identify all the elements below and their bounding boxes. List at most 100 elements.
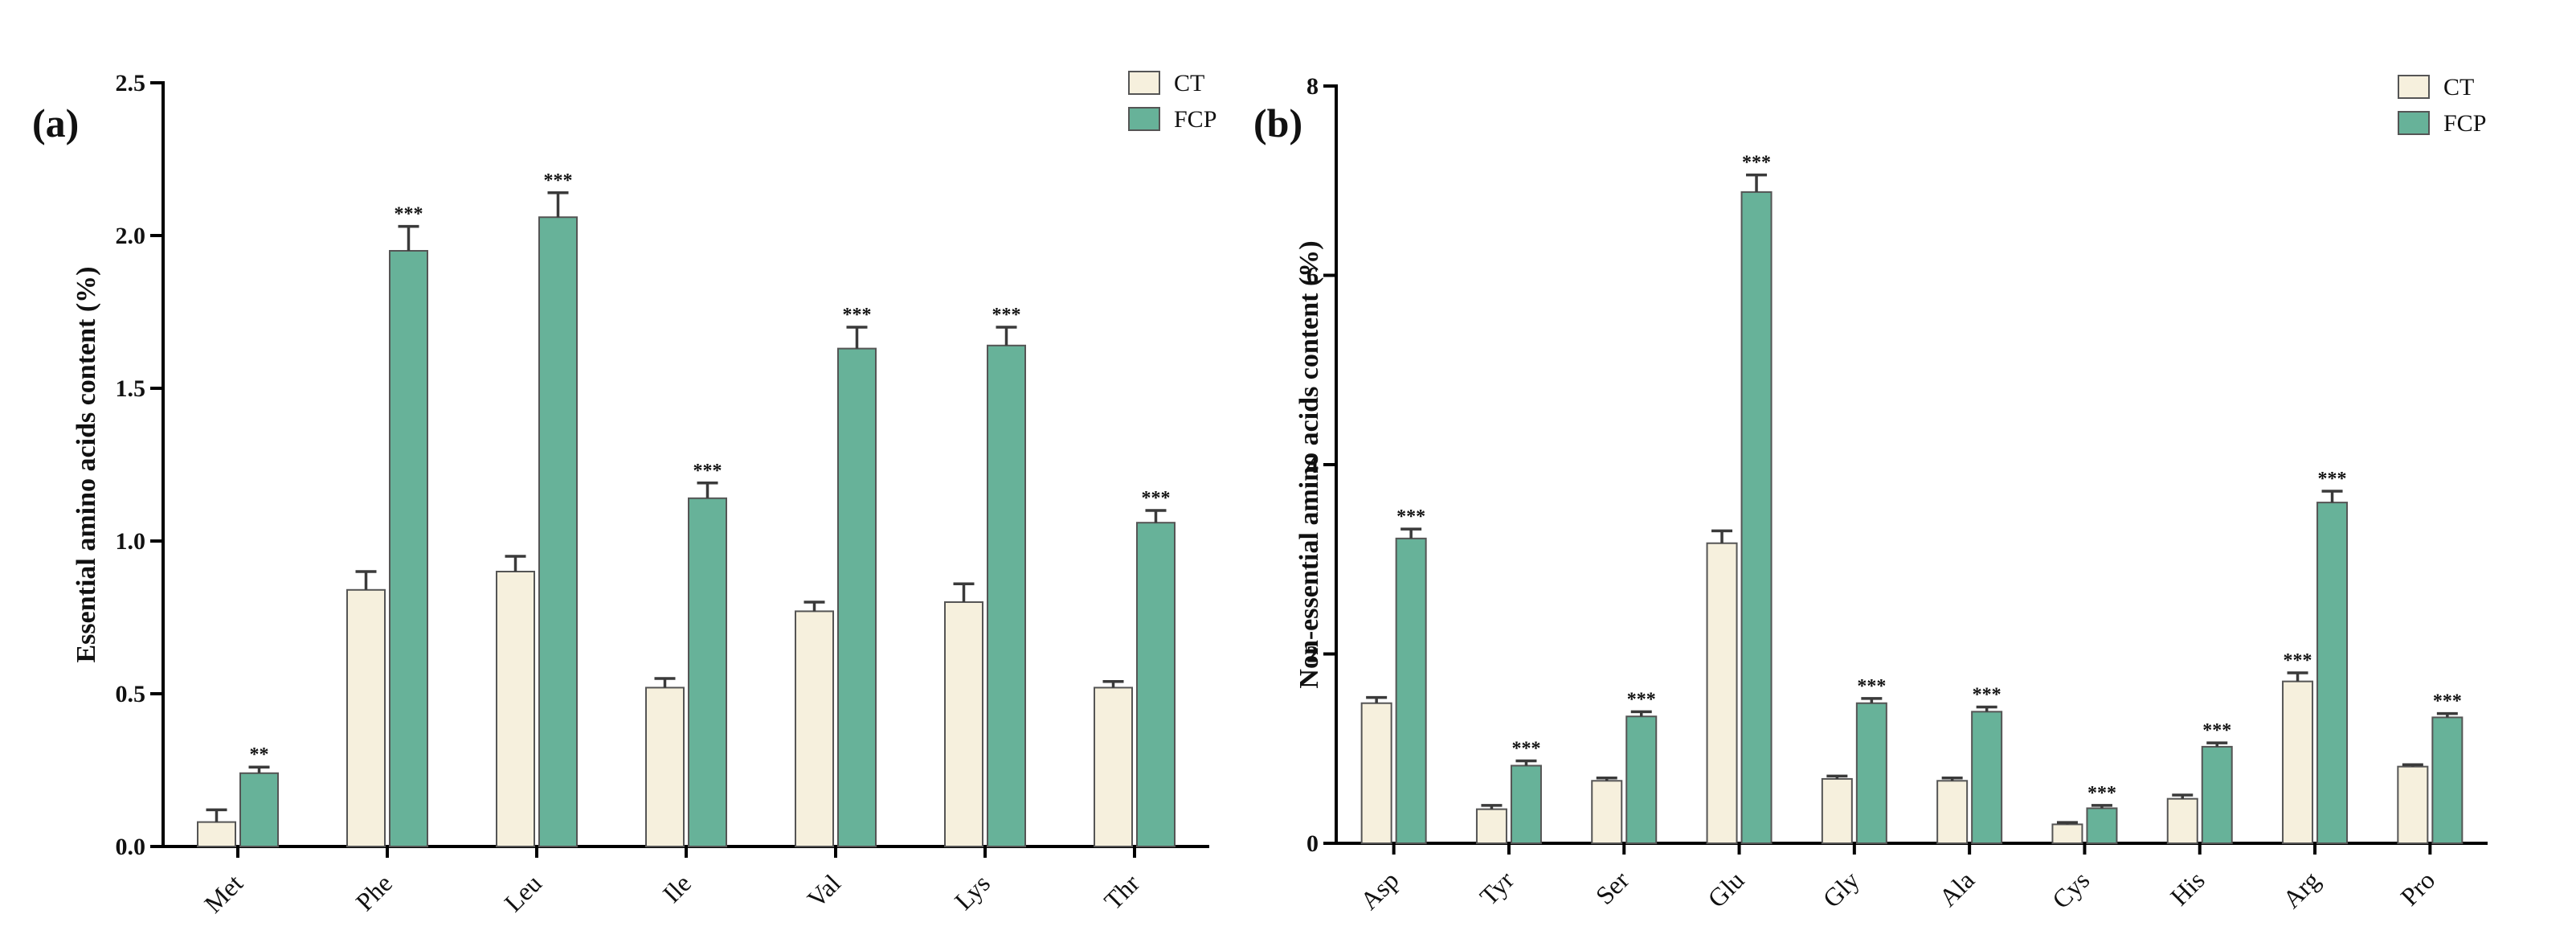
significance-marker: ***: [1142, 488, 1171, 509]
bar-fcp-ala: [1971, 711, 2003, 845]
y-tick-label: 1.5: [116, 375, 146, 402]
significance-marker: ***: [2087, 783, 2116, 804]
error-bar: [1976, 705, 1997, 712]
y-tick-label: 0.5: [116, 681, 146, 707]
error-bar: [1481, 804, 1503, 810]
x-category-label: Asp: [1355, 865, 1405, 915]
significance-marker: ***: [1742, 153, 1771, 174]
error-bar: [2091, 804, 2112, 809]
error-bar: [2402, 763, 2423, 767]
error-bar: [1630, 710, 1652, 717]
bar-ct-asp: [1360, 702, 1392, 844]
error-bar: [505, 555, 526, 572]
legend-label-fcp: FCP: [1174, 106, 1216, 133]
error-bar: [1400, 527, 1422, 539]
panel-b-non-essential-amino-acids: (b) Non-essential amino acids content (%)…: [1253, 73, 2488, 915]
y-tick-label: 0: [1306, 830, 1319, 857]
x-category-label: Tyr: [1474, 865, 1519, 911]
error-bar: [1145, 509, 1167, 523]
error-bar: [2321, 490, 2343, 503]
significance-marker: ***: [1396, 506, 1425, 527]
error-bar: [248, 765, 270, 773]
x-category-label: Leu: [498, 868, 547, 917]
y-tick-label: 2: [1306, 642, 1319, 668]
bar-fcp-met: [239, 772, 279, 847]
bar-fcp-arg: [2316, 502, 2349, 844]
bar-fcp-phe: [389, 250, 428, 847]
bar-fcp-ser: [1625, 715, 1658, 845]
x-category-label: Val: [801, 868, 846, 913]
x-category-label: Thr: [1098, 868, 1145, 915]
bar-ct-gly: [1821, 777, 1853, 844]
y-axis-label: Essential amino acids content (%): [72, 267, 101, 663]
error-bar: [2206, 741, 2228, 747]
error-bar: [1596, 777, 1617, 781]
error-bar: [1102, 680, 1124, 688]
error-bar: [2172, 793, 2194, 799]
bar-fcp-glu: [1740, 191, 1773, 844]
x-category-label: Phe: [350, 868, 398, 916]
x-category-label: Glu: [1702, 865, 1749, 912]
y-tick-label: 2.5: [116, 70, 146, 96]
error-bar: [2287, 671, 2308, 682]
y-tick-label: 8: [1306, 73, 1319, 100]
panel-label: (b): [1253, 100, 1302, 146]
bar-ct-thr: [1094, 687, 1133, 848]
error-bar: [846, 326, 868, 349]
error-bar: [803, 601, 825, 612]
error-bar: [547, 191, 569, 218]
bar-ct-his: [2166, 797, 2198, 844]
panel-a-essential-amino-acids: (a) Essential amino acids content (%) 0.0 0…: [32, 70, 1216, 918]
error-bar: [2436, 711, 2458, 718]
error-bar: [1711, 529, 1733, 543]
y-tick-label: 6: [1306, 263, 1319, 289]
significance-marker: ***: [1973, 684, 2002, 705]
error-bar: [1826, 774, 1848, 779]
error-bar: [2056, 821, 2078, 825]
x-category-label: Ile: [657, 868, 697, 908]
bar-fcp-leu: [538, 216, 578, 847]
error-bar: [1941, 777, 1963, 781]
significance-marker: ***: [544, 170, 573, 191]
error-bar: [1515, 759, 1537, 766]
y-tick-label: 2.0: [116, 223, 146, 249]
bar-ct-arg: [2282, 680, 2314, 845]
legend-label-ct: CT: [1174, 70, 1204, 96]
bar-fcp-tyr: [1510, 764, 1542, 845]
bar-fcp-ile: [688, 497, 727, 847]
bar-ct-met: [197, 821, 236, 847]
bar-ct-val: [795, 610, 834, 848]
x-category-label: Cys: [2046, 865, 2096, 914]
bar-ct-pro: [2397, 765, 2429, 844]
significance-marker: **: [250, 744, 269, 765]
significance-marker: ***: [1627, 689, 1656, 710]
bar-fcp-asp: [1395, 537, 1427, 844]
x-category-label: His: [2165, 865, 2210, 911]
significance-marker: ***: [2433, 691, 2462, 712]
error-bar: [398, 224, 419, 251]
error-bar: [953, 582, 975, 602]
bar-ct-tyr: [1475, 808, 1507, 844]
significance-marker: ***: [693, 461, 722, 482]
y-tick-label: 0.0: [116, 834, 146, 860]
legend-swatch-fcp: [1128, 107, 1160, 131]
x-category-label: Lys: [949, 868, 996, 915]
bar-fcp-cys: [2086, 807, 2118, 844]
bar-fcp-pro: [2431, 716, 2464, 845]
x-category-label: Pro: [2394, 865, 2440, 911]
bar-ct-phe: [346, 588, 386, 847]
error-bar: [1366, 695, 1388, 703]
x-category-label: Ala: [1933, 865, 1980, 912]
bar-fcp-thr: [1136, 522, 1176, 847]
significance-marker: ***: [2202, 720, 2231, 741]
bar-fcp-lys: [987, 344, 1026, 847]
bar-ct-cys: [2051, 823, 2083, 844]
error-bar: [1746, 173, 1768, 192]
significance-marker: ***: [395, 204, 423, 225]
error-bar: [996, 326, 1017, 346]
bar-fcp-gly: [1855, 702, 1887, 844]
legend-label-fcp: FCP: [2443, 110, 2486, 137]
bar-ct-ser: [1591, 780, 1623, 844]
error-bar: [1861, 697, 1883, 703]
bar-fcp-his: [2201, 745, 2233, 845]
